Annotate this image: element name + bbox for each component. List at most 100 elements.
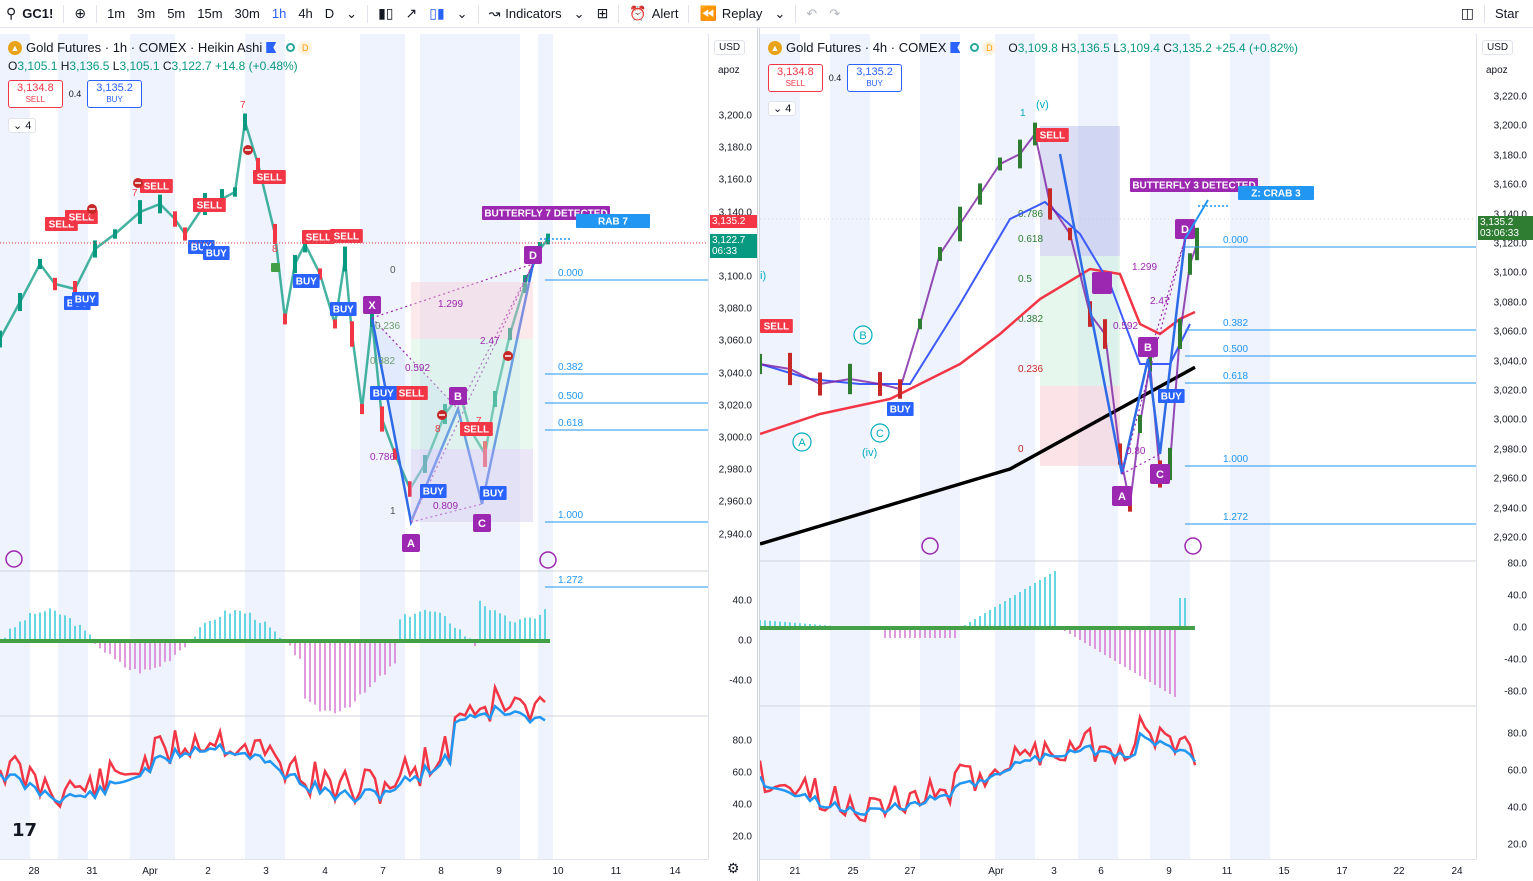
session-band bbox=[245, 34, 285, 859]
right-price-axis[interactable]: USD apoz 3,220.0 3,200.0 3,180.0 3,160.0 3,1… bbox=[1476, 34, 1533, 859]
buy-button[interactable]: 3,135.2 BUY bbox=[847, 64, 902, 92]
indicators-button[interactable]: ↝ Indicators bbox=[483, 0, 568, 28]
toolbar-divider bbox=[477, 4, 479, 23]
buy-button[interactable]: 3,135.2 BUY bbox=[87, 80, 142, 108]
layout-toggle-button[interactable]: ◫ bbox=[1455, 0, 1480, 28]
interval-30m[interactable]: 30m bbox=[234, 6, 260, 21]
candle bbox=[938, 247, 942, 261]
buy-signal-tag-bg bbox=[887, 402, 914, 416]
toolbar-divider bbox=[1484, 4, 1485, 23]
undo-button[interactable]: ↶ bbox=[800, 0, 823, 28]
alert-button[interactable]: ⏰ Alert bbox=[623, 0, 684, 28]
pivot-marker-bg bbox=[1112, 486, 1132, 506]
indicators-dropdown[interactable]: ⌄ bbox=[568, 0, 591, 28]
right-trade-buttons: 3,134.8 SELL 0.4 3,135.2 BUY bbox=[768, 64, 902, 92]
left-chart-title[interactable]: Gold Futures · 1h · COMEX · Heikin Ashi bbox=[26, 40, 263, 55]
flag-icon[interactable] bbox=[950, 42, 961, 53]
interval-dropdown[interactable]: ⌄ bbox=[340, 0, 363, 28]
price-tick-label: 2,940.0 bbox=[1493, 503, 1527, 515]
buy-signal-tag: BUY bbox=[373, 389, 394, 400]
replay-button[interactable]: ⏪ Replay bbox=[693, 0, 768, 28]
rsi-tick-label: 60.0 bbox=[1507, 765, 1527, 777]
interval-5m[interactable]: 5m bbox=[167, 6, 186, 21]
left-price-axis[interactable]: USD apoz 3,200.0 3,180.0 3,160.0 3,140.0 3,1… bbox=[708, 34, 757, 859]
candle bbox=[73, 281, 77, 297]
layout-button[interactable]: ⊞ bbox=[591, 0, 615, 28]
interval-15m[interactable]: 15m bbox=[197, 6, 223, 21]
scale-mode-label[interactable]: apoz bbox=[714, 64, 744, 77]
price-tick-label: 3,140.0 bbox=[1493, 209, 1527, 221]
settings-gear-icon[interactable]: ⚙ bbox=[727, 860, 740, 876]
interval-4h[interactable]: 4h bbox=[298, 6, 313, 21]
collapse-indicators-button[interactable]: ⌄ 4 bbox=[768, 101, 797, 116]
pivot-label-d: D bbox=[1181, 224, 1189, 236]
sell-button[interactable]: 3,134.8 SELL bbox=[8, 80, 63, 108]
buy-signal-tag-bg bbox=[203, 246, 230, 260]
candle bbox=[0, 330, 2, 348]
crab-pattern-label: Z: CRAB 3 bbox=[1251, 189, 1301, 200]
oscillator-tick-label: -40.0 bbox=[1504, 654, 1527, 666]
interval-1m[interactable]: 1m bbox=[107, 6, 126, 21]
interval-d[interactable]: D bbox=[324, 6, 335, 21]
chart-type-dropdown[interactable]: ⌄ bbox=[451, 0, 474, 28]
buy-signal-tag: BUY bbox=[890, 405, 911, 416]
time-axis-label: 24 bbox=[1451, 866, 1463, 877]
box-fib-label: 0.786 bbox=[1018, 209, 1043, 220]
symbol-search[interactable]: ⚲ GC1! bbox=[0, 0, 59, 28]
right-chart-canvas[interactable]: 0.786 0.618 0.5 0.382 0.236 0 A B C D 1.299 2.47 0.5… bbox=[760, 34, 1476, 859]
signal-count-label: 8 bbox=[272, 244, 278, 255]
left-time-axis[interactable]: 28 31 Apr 2 3 4 7 8 9 10 11 14 bbox=[0, 859, 708, 881]
collapse-indicators-button[interactable]: ⌄ 4 bbox=[8, 118, 37, 133]
sell-button[interactable]: 3,134.8 SELL bbox=[768, 64, 823, 92]
time-axis-label: 10 bbox=[552, 866, 564, 877]
price-tick-label: 3,200.0 bbox=[718, 110, 752, 122]
pivot-label-c: C bbox=[1156, 469, 1164, 481]
candle bbox=[1068, 227, 1072, 241]
sell-label: SELL bbox=[785, 79, 806, 88]
rsi-tick-label: 20.0 bbox=[1507, 839, 1527, 851]
crab-pattern-label-bg bbox=[576, 214, 650, 228]
bar-type-button[interactable]: ▯▮ bbox=[423, 0, 450, 28]
interval-1h[interactable]: 1h bbox=[271, 6, 287, 21]
oscillator-tick-label: 40.0 bbox=[1507, 590, 1527, 602]
tradingview-logo[interactable]: 17 bbox=[12, 820, 38, 841]
split-layout-icon: ◫ bbox=[1460, 5, 1474, 21]
currency-selector[interactable]: USD bbox=[714, 40, 746, 55]
replay-dropdown[interactable]: ⌄ bbox=[768, 0, 791, 28]
candle bbox=[233, 187, 237, 197]
price-tick-label: 3,080.0 bbox=[1493, 297, 1527, 309]
compare-symbol-button[interactable]: ⊕ bbox=[68, 0, 92, 28]
wave-circle-label: A bbox=[798, 437, 806, 449]
right-time-axis[interactable]: 21 25 27 Apr 3 6 9 11 15 17 22 24 bbox=[760, 859, 1476, 881]
sell-signal-tag-bg bbox=[253, 170, 286, 184]
rsi-tick-label: 20.0 bbox=[732, 831, 752, 843]
pivot-label-b: B bbox=[1144, 342, 1152, 354]
chart-type-button[interactable]: ▮▯ bbox=[372, 0, 399, 28]
current-price-value: 3,135.2 bbox=[1480, 217, 1514, 228]
time-axis-label: Apr bbox=[142, 866, 158, 877]
top-toolbar: ⚲ GC1! ⊕ 1m 3m 5m 15m 30m 1h 4h D ⌄ ▮▯ ↗… bbox=[0, 0, 1533, 28]
candle bbox=[158, 194, 162, 214]
chevron-down-icon: ⌄ bbox=[456, 5, 468, 21]
line-type-button[interactable]: ↗ bbox=[400, 0, 424, 28]
sell-signal-tag: SELL bbox=[257, 173, 283, 184]
indicators-label: Indicators bbox=[505, 6, 562, 21]
price-tick-label: 3,080.0 bbox=[718, 303, 752, 315]
buy-label: BUY bbox=[866, 79, 883, 88]
currency-selector[interactable]: USD bbox=[1482, 40, 1514, 55]
buy-signal-tag-bg bbox=[370, 386, 397, 400]
sell-signal-tag-bg bbox=[65, 210, 98, 224]
flag-icon[interactable] bbox=[266, 42, 277, 53]
interval-3m[interactable]: 3m bbox=[137, 6, 156, 21]
left-chart-canvas[interactable]: 0.000 0.382 0.500 0.618 1.000 1.272 0 1 X A B C D 1.2… bbox=[0, 34, 708, 859]
undo-icon: ↶ bbox=[806, 5, 818, 21]
ohlc-change: +25.4 (+0.82%) bbox=[1215, 40, 1299, 55]
buy-signal-tag-bg bbox=[330, 302, 357, 316]
chart-split-divider[interactable] bbox=[757, 28, 760, 881]
scale-mode-label[interactable]: apoz bbox=[1482, 64, 1512, 77]
right-chart-title[interactable]: Gold Futures · 4h · COMEX bbox=[786, 40, 947, 55]
star-button[interactable]: Star bbox=[1495, 6, 1519, 21]
buy-signal-tag-bg bbox=[420, 484, 447, 498]
signal-count-label: 7 bbox=[476, 416, 482, 427]
redo-button[interactable]: ↷ bbox=[823, 0, 846, 28]
